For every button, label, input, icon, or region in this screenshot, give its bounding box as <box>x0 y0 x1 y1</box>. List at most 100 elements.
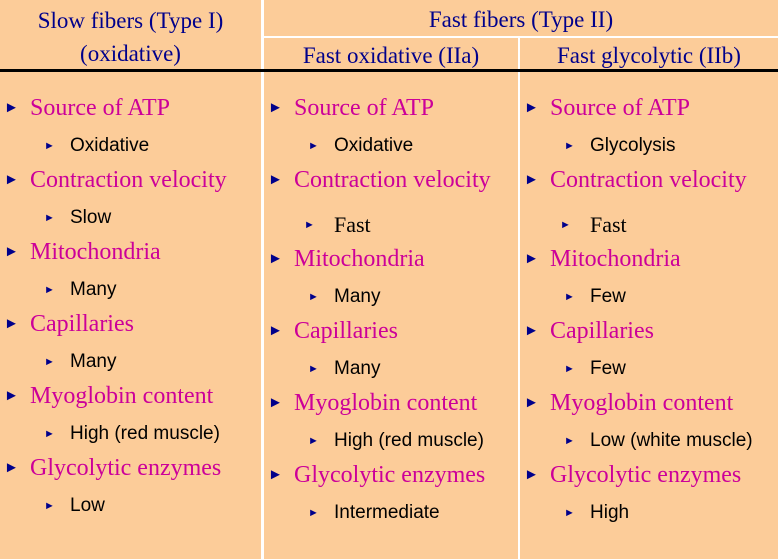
bullet-icon: ► <box>268 251 283 267</box>
property-value: Fast <box>590 212 627 237</box>
list-item: ► Source of ATP ► Glycolysis <box>520 94 778 168</box>
property-value: Low <box>70 495 105 516</box>
property-label: Contraction velocity <box>30 167 227 193</box>
header-fast-glycolytic: Fast glycolytic (IIb) <box>520 38 778 70</box>
bullet-icon: ► <box>268 172 283 188</box>
sub-bullet-icon: ► <box>44 500 55 512</box>
property-label: Glycolytic enzymes <box>294 462 486 488</box>
bullet-icon: ► <box>524 100 539 116</box>
column-slow-fibers: ► Source of ATP ► Oxidative ► Contraction vel… <box>0 72 261 559</box>
property-label: Contraction velocity <box>294 167 491 193</box>
header-fast-title: Fast fibers (Type II) <box>428 7 614 32</box>
property-label: Mitochondria <box>294 246 425 272</box>
property-value: Glycolysis <box>590 135 676 156</box>
sub-bullet-icon: ► <box>564 291 575 303</box>
property-value: Slow <box>70 207 112 228</box>
column-fast-glycolytic: ► Source of ATP ► Glycolysis ► Contraction ve… <box>520 72 778 559</box>
bullet-icon: ► <box>4 316 19 332</box>
list-item: ► Myoglobin content ► High (red muscle) <box>0 382 261 456</box>
list-item: ► Source of ATP ► Oxidative <box>264 94 518 168</box>
bullet-icon: ► <box>524 323 539 339</box>
property-value: High (red muscle) <box>70 423 220 444</box>
header-fast-oxidative: Fast oxidative (IIa) <box>264 38 518 70</box>
property-value: Many <box>70 279 117 300</box>
bullet-icon: ► <box>268 467 283 483</box>
bullet-icon: ► <box>524 395 539 411</box>
header-fast-glycolytic-title: Fast glycolytic (IIb) <box>557 43 741 68</box>
sub-bullet-icon: ► <box>304 219 315 231</box>
list-item: ► Capillaries ► Many <box>0 310 261 384</box>
property-label: Capillaries <box>30 311 134 337</box>
bullet-icon: ► <box>4 244 19 260</box>
property-label: Mitochondria <box>30 239 161 265</box>
property-label: Capillaries <box>294 318 398 344</box>
bullet-icon: ► <box>268 395 283 411</box>
property-label: Capillaries <box>550 318 654 344</box>
property-value: Fast <box>334 212 371 237</box>
list-item: ► Contraction velocity ► Slow <box>0 166 261 240</box>
sub-bullet-icon: ► <box>44 428 55 440</box>
list-item: ► Contraction velocity ► Fast <box>520 166 778 247</box>
property-label: Glycolytic enzymes <box>30 455 222 481</box>
column-fast-oxidative: ► Source of ATP ► Oxidative ► Contraction vel… <box>264 72 518 559</box>
list-item: ► Glycolytic enzymes ► Intermediate <box>264 461 518 535</box>
property-label: Myoglobin content <box>30 383 214 409</box>
header-slow-subtitle: (oxidative) <box>80 41 181 66</box>
list-item: ► Capillaries ► Few <box>520 317 778 391</box>
property-value: Many <box>334 286 381 307</box>
property-value: Few <box>590 286 626 307</box>
property-value: Many <box>70 351 117 372</box>
property-value: Low (white muscle) <box>590 430 753 451</box>
sub-bullet-icon: ► <box>564 507 575 519</box>
bullet-icon: ► <box>4 460 19 476</box>
bullet-icon: ► <box>4 172 19 188</box>
sub-bullet-icon: ► <box>308 363 319 375</box>
header-fast-fibers: Fast fibers (Type II) <box>264 0 778 36</box>
list-item: ► Myoglobin content ► High (red muscle) <box>264 389 518 463</box>
property-label: Source of ATP <box>30 95 170 121</box>
sub-bullet-icon: ► <box>564 363 575 375</box>
list-item: ► Myoglobin content ► Low (white muscle) <box>520 389 778 463</box>
property-value: Intermediate <box>334 502 440 523</box>
sub-bullet-icon: ► <box>308 140 319 152</box>
bullet-icon: ► <box>4 100 19 116</box>
list-item: ► Source of ATP ► Oxidative <box>0 94 261 168</box>
property-label: Contraction velocity <box>550 167 747 193</box>
property-value: Many <box>334 358 381 379</box>
list-item: ► Contraction velocity ► Fast <box>264 166 518 247</box>
bullet-icon: ► <box>268 323 283 339</box>
property-value: High <box>590 502 630 523</box>
sub-bullet-icon: ► <box>44 140 55 152</box>
sub-bullet-icon: ► <box>44 212 55 224</box>
property-label: Myoglobin content <box>550 390 734 416</box>
sub-bullet-icon: ► <box>564 435 575 447</box>
sub-bullet-icon: ► <box>308 435 319 447</box>
bullet-icon: ► <box>524 172 539 188</box>
bullet-icon: ► <box>524 467 539 483</box>
property-label: Mitochondria <box>550 246 681 272</box>
list-item: ► Mitochondria ► Few <box>520 245 778 319</box>
sub-bullet-icon: ► <box>560 219 571 231</box>
header-fast-oxidative-title: Fast oxidative (IIa) <box>302 43 480 68</box>
sub-bullet-icon: ► <box>44 284 55 296</box>
sub-bullet-icon: ► <box>44 356 55 368</box>
list-item: ► Mitochondria ► Many <box>0 238 261 312</box>
list-item: ► Glycolytic enzymes ► High <box>520 461 778 535</box>
list-item: ► Capillaries ► Many <box>264 317 518 391</box>
property-label: Source of ATP <box>550 95 690 121</box>
property-label: Source of ATP <box>294 95 434 121</box>
property-label: Glycolytic enzymes <box>550 462 742 488</box>
header-divider <box>0 69 778 72</box>
list-item: ► Mitochondria ► Many <box>264 245 518 319</box>
sub-bullet-icon: ► <box>308 291 319 303</box>
header-slow-fibers: Slow fibers (Type I) (oxidative) <box>0 0 261 70</box>
header-slow-title: Slow fibers (Type I) <box>37 8 224 33</box>
bullet-icon: ► <box>268 100 283 116</box>
bullet-icon: ► <box>524 251 539 267</box>
sub-bullet-icon: ► <box>308 507 319 519</box>
property-value: Oxidative <box>334 135 414 156</box>
property-value: Oxidative <box>70 135 150 156</box>
bullet-icon: ► <box>4 388 19 404</box>
sub-bullet-icon: ► <box>564 140 575 152</box>
property-label: Myoglobin content <box>294 390 478 416</box>
